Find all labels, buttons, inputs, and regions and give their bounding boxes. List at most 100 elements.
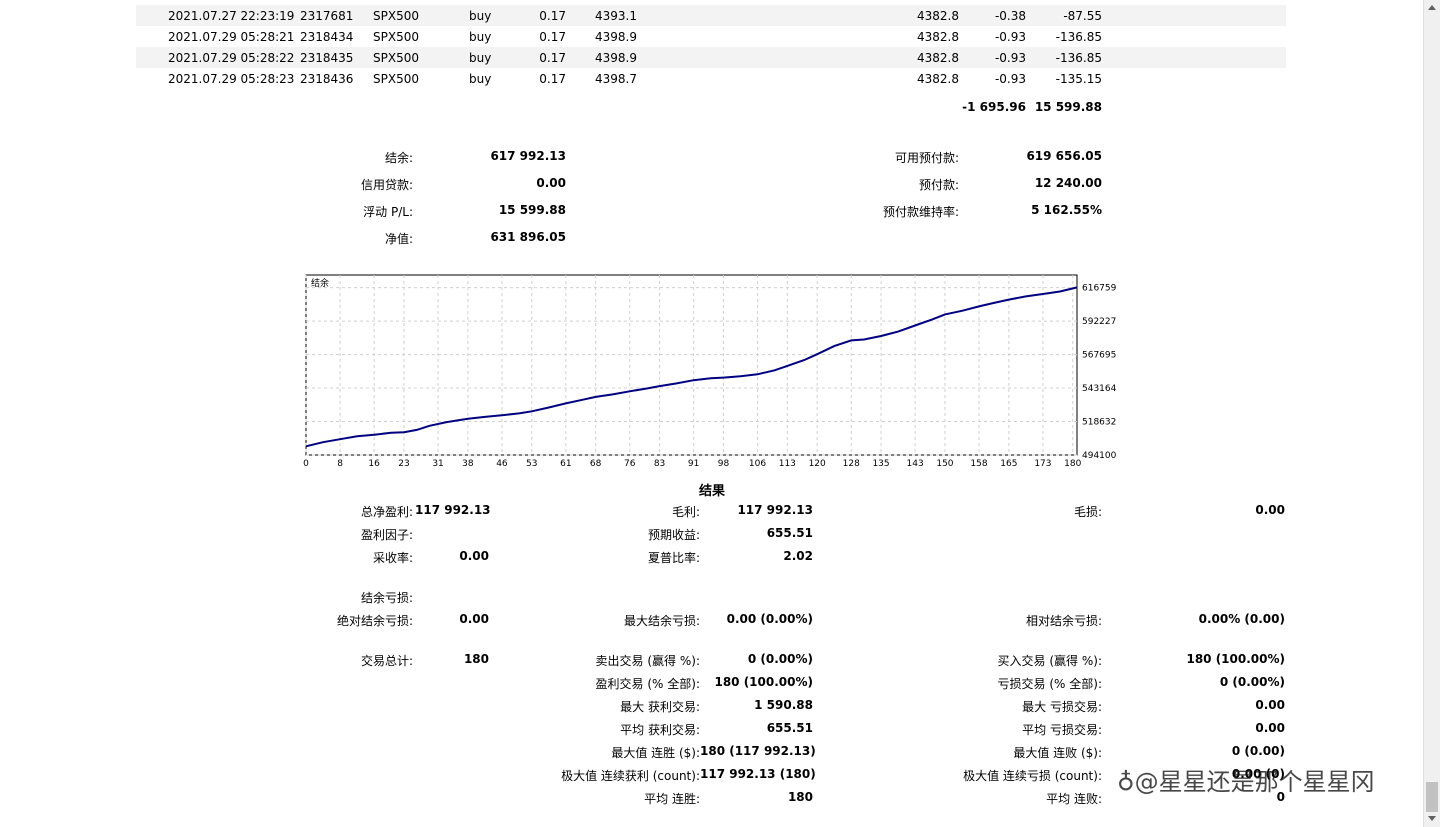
gross-profit-label: 毛利: [671,505,700,519]
profit-factor-label: 盈利因子: [360,528,413,542]
chart-x-tick-label: 165 [1000,459,1017,469]
largest-loss-value: 0.00 [1255,698,1285,712]
max-consec-profit-value: 117 992.13 (180) [700,767,816,781]
free-margin-value: 619 656.05 [1026,149,1102,163]
short-trades-label: 卖出交易 (赢得 %): [595,654,700,668]
chart-x-tick-label: 23 [398,459,409,469]
trade-symbol: SPX500 [373,51,419,65]
balance-chart: 0 8 16 23 31 38 46 53 61 68 76 83 91 98 106 113 120 128 13… [303,274,1117,469]
trade-profit: -136.85 [1055,30,1102,44]
total-trades-label: 交易总计: [360,654,413,668]
max-drawdown-label: 最大结余亏损: [623,614,700,628]
trade-price: 4398.9 [595,51,637,65]
vertical-scrollbar[interactable] [1423,0,1440,827]
scroll-up-arrow-icon[interactable] [1428,5,1436,10]
trade-price: 4398.7 [595,72,637,86]
chart-y-tick-label: 543164 [1082,384,1117,394]
trade-time: 2021.07.29 05:28:21 [168,30,295,44]
chart-x-tick-label: 135 [872,459,889,469]
trade-commission: -0.93 [994,51,1026,65]
max-consec-wins-label: 最大值 连胜 ($): [611,746,700,760]
trade-price: 4393.1 [595,9,637,23]
max-drawdown-value: 0.00 (0.00%) [726,612,813,626]
chart-x-tick-label: 158 [970,459,987,469]
trade-size: 0.17 [539,72,566,86]
total-profit: 15 599.88 [1034,100,1102,114]
sharpe-value: 2.02 [783,549,813,563]
rel-drawdown-value: 0.00% (0.00) [1198,612,1285,626]
table-row[interactable]: 2021.07.27 22:23:19 2317681 SPX500 buy 0… [136,5,1286,26]
trade-profit: -136.85 [1055,51,1102,65]
trade-ticket: 2318435 [300,51,354,65]
chart-x-tick-label: 106 [749,459,766,469]
credit-value: 0.00 [536,176,566,190]
chart-x-tick-label: 150 [936,459,953,469]
drawdown-header: 结余亏损: [360,591,413,605]
sharpe-label: 夏普比率: [647,551,700,565]
chart-y-ticks: 616759 592227 567695 543164 518632 494100 [1082,284,1117,461]
chart-x-tick-label: 173 [1034,459,1051,469]
trade-close-price: 4382.8 [917,51,959,65]
max-consec-losses-label: 最大值 连败 ($): [1013,746,1102,760]
loss-trades-label: 亏损交易 (% 全部): [997,677,1102,691]
trade-profit: -135.15 [1055,72,1102,86]
chart-x-tick-label: 113 [779,459,796,469]
win-trades-value: 180 (100.00%) [714,675,813,689]
trade-price: 4398.9 [595,30,637,44]
chart-y-tick-label: 518632 [1082,418,1116,428]
chart-x-tick-label: 180 [1064,459,1081,469]
trade-commission: -0.93 [994,30,1026,44]
trade-size: 0.17 [539,51,566,65]
avg-consec-losses-label: 平均 连败: [1046,792,1102,806]
scrollbar-thumb[interactable] [1426,782,1438,812]
chart-x-tick-label: 68 [590,459,602,469]
recovery-value: 0.00 [459,549,489,563]
table-row[interactable]: 2021.07.29 05:28:21 2318434 SPX500 buy 0… [136,26,1286,47]
trade-type: buy [469,30,492,44]
balance-label: 结余: [384,151,413,165]
chart-x-tick-label: 76 [624,459,636,469]
free-margin-label: 可用预付款: [894,151,959,165]
chart-grid [305,275,1077,456]
total-trades-value: 180 [463,652,489,666]
margin-value: 12 240.00 [1034,176,1102,190]
chart-y-tick-label: 567695 [1082,351,1116,361]
trade-ticket: 2318434 [300,30,354,44]
expected-payoff-label: 预期收益: [647,528,700,542]
margin-level-value: 5 162.55% [1031,203,1102,217]
avg-win-value: 655.51 [766,721,813,735]
trade-commission: -0.93 [994,72,1026,86]
chart-x-tick-label: 61 [560,459,571,469]
margin-label: 预付款: [918,178,959,192]
watermark: ♁@星星还是那个星星冈 [1117,768,1375,796]
equity-label: 净值: [384,232,413,246]
table-row[interactable]: 2021.07.29 05:28:23 2318436 SPX500 buy 0… [136,68,1286,89]
scroll-down-arrow-icon[interactable] [1428,816,1436,821]
max-consec-loss-label: 极大值 连续亏损 (count): [963,769,1102,783]
gross-loss-value: 0.00 [1255,503,1285,517]
equity-value: 631 896.05 [490,230,566,244]
avg-loss-value: 0.00 [1255,721,1285,735]
chart-x-tick-label: 143 [907,459,924,469]
short-trades-value: 0 (0.00%) [747,652,813,666]
rel-drawdown-label: 相对结余亏损: [1025,614,1102,628]
trade-close-price: 4382.8 [917,30,959,44]
chart-x-tick-label: 16 [368,459,380,469]
trade-time: 2021.07.29 05:28:22 [168,51,295,65]
avg-loss-label: 平均 亏损交易: [1022,723,1102,737]
long-trades-value: 180 (100.00%) [1186,652,1285,666]
table-row[interactable]: 2021.07.29 05:28:22 2318435 SPX500 buy 0… [136,47,1286,68]
max-consec-loss-value: 0.00 (0) [1231,767,1285,781]
chart-y-tick-label: 494100 [1082,451,1117,461]
trade-time: 2021.07.27 22:23:19 [168,9,295,23]
trade-symbol: SPX500 [373,9,419,23]
chart-x-tick-label: 0 [303,459,309,469]
gross-loss-label: 毛损: [1073,505,1102,519]
abs-drawdown-label: 绝对结余亏损: [336,614,413,628]
avg-win-label: 平均 获利交易: [620,723,700,737]
chart-y-tick-label: 592227 [1082,317,1116,327]
loss-trades-value: 0 (0.00%) [1219,675,1285,689]
net-profit-label: 总净盈利: [360,505,413,519]
balance-value: 617 992.13 [490,149,566,163]
floating-pl-value: 15 599.88 [498,203,566,217]
